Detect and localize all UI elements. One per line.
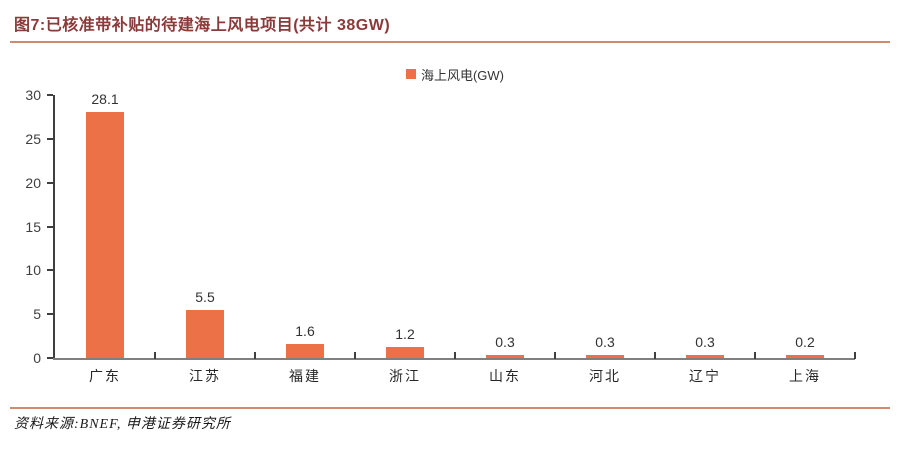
x-axis-tick-5 [554, 352, 556, 359]
bar-value-label-1: 5.5 [195, 289, 215, 305]
bar-3 [386, 347, 424, 358]
y-axis-label-20: 20 [25, 174, 41, 191]
x-axis-tick-1 [154, 352, 156, 359]
x-axis-tick-3 [354, 352, 356, 359]
x-axis-tick-2 [254, 352, 256, 359]
chart-legend: 海上风电(GW) [55, 66, 855, 83]
y-axis-label-30: 30 [25, 87, 41, 103]
y-axis-label-15: 15 [25, 218, 41, 235]
x-axis-tick-8 [854, 352, 856, 359]
x-axis-label-0: 广东 [89, 368, 121, 384]
legend-label: 海上风电(GW) [420, 67, 505, 83]
y-axis-tick-10 [47, 269, 53, 272]
y-axis-label-5: 5 [33, 306, 41, 323]
bar-7 [786, 355, 824, 358]
x-axis-label-4: 山东 [489, 368, 521, 384]
y-axis-label-25: 25 [25, 130, 41, 147]
figure-title: 图7:已核准带补贴的待建海上风电项目(共计 38GW) [14, 17, 391, 34]
y-axis [53, 95, 55, 359]
bar-4 [486, 355, 524, 358]
bar-0 [86, 112, 124, 358]
source-rule [10, 407, 890, 409]
bar-1 [186, 310, 224, 358]
x-axis-label-5: 河北 [589, 368, 621, 384]
y-axis-tick-25 [47, 137, 53, 140]
x-axis-tick-4 [454, 352, 456, 359]
bar-value-label-7: 0.2 [795, 334, 815, 350]
x-axis-label-6: 辽宁 [689, 368, 721, 384]
y-axis-label-0: 0 [33, 350, 41, 366]
legend-swatch-offshore-wind [405, 69, 416, 79]
bar-2 [286, 344, 324, 358]
source-note: 资料来源:BNEF, 申港证券研究所 [14, 417, 231, 432]
title-rule [10, 41, 890, 43]
x-axis-label-7: 上海 [789, 368, 821, 384]
bar-value-label-0: 28.1 [91, 91, 119, 107]
bar-5 [586, 355, 624, 358]
bar-value-label-6: 0.3 [695, 334, 715, 350]
y-axis-tick-20 [47, 181, 53, 184]
y-axis-tick-0 [47, 357, 53, 359]
x-axis-label-1: 江苏 [189, 368, 221, 384]
y-axis-tick-30 [47, 94, 53, 96]
x-axis-label-2: 福建 [289, 368, 321, 384]
x-axis-label-3: 浙江 [389, 368, 421, 384]
x-axis-tick-7 [754, 352, 756, 359]
y-axis-tick-5 [47, 313, 53, 316]
bar-value-label-5: 0.3 [595, 334, 615, 350]
bar-chart-plot: 0 5 10 15 20 25 30 28.1 广东 5.5 江苏 1.6 福建 1.2 浙江 0.3 山东 0.… [25, 87, 856, 384]
bar-6 [686, 355, 724, 358]
y-axis-label-10: 10 [25, 262, 41, 279]
bar-value-label-2: 1.6 [295, 323, 315, 339]
bar-value-label-4: 0.3 [495, 334, 515, 350]
bar-value-label-3: 1.2 [395, 326, 415, 342]
y-axis-tick-15 [47, 225, 53, 228]
x-axis [53, 358, 855, 360]
x-axis-tick-6 [654, 352, 656, 359]
